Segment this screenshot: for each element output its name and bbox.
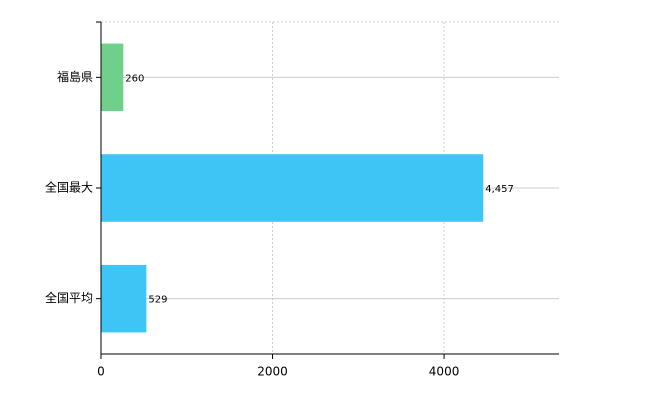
bar	[101, 264, 147, 333]
y-tick-label: 福島県	[57, 69, 93, 84]
bar	[101, 154, 484, 222]
x-tick-label: 2000	[257, 365, 288, 379]
y-tick-label: 全国最大	[45, 180, 93, 195]
value-label: 4,457	[485, 184, 514, 195]
value-label: 529	[148, 295, 167, 306]
x-tick-label: 0	[97, 365, 105, 379]
y-tick-label: 全国平均	[45, 290, 93, 305]
value-label: 260	[125, 73, 144, 84]
bar	[101, 43, 124, 112]
x-tick-label: 4000	[429, 365, 460, 379]
